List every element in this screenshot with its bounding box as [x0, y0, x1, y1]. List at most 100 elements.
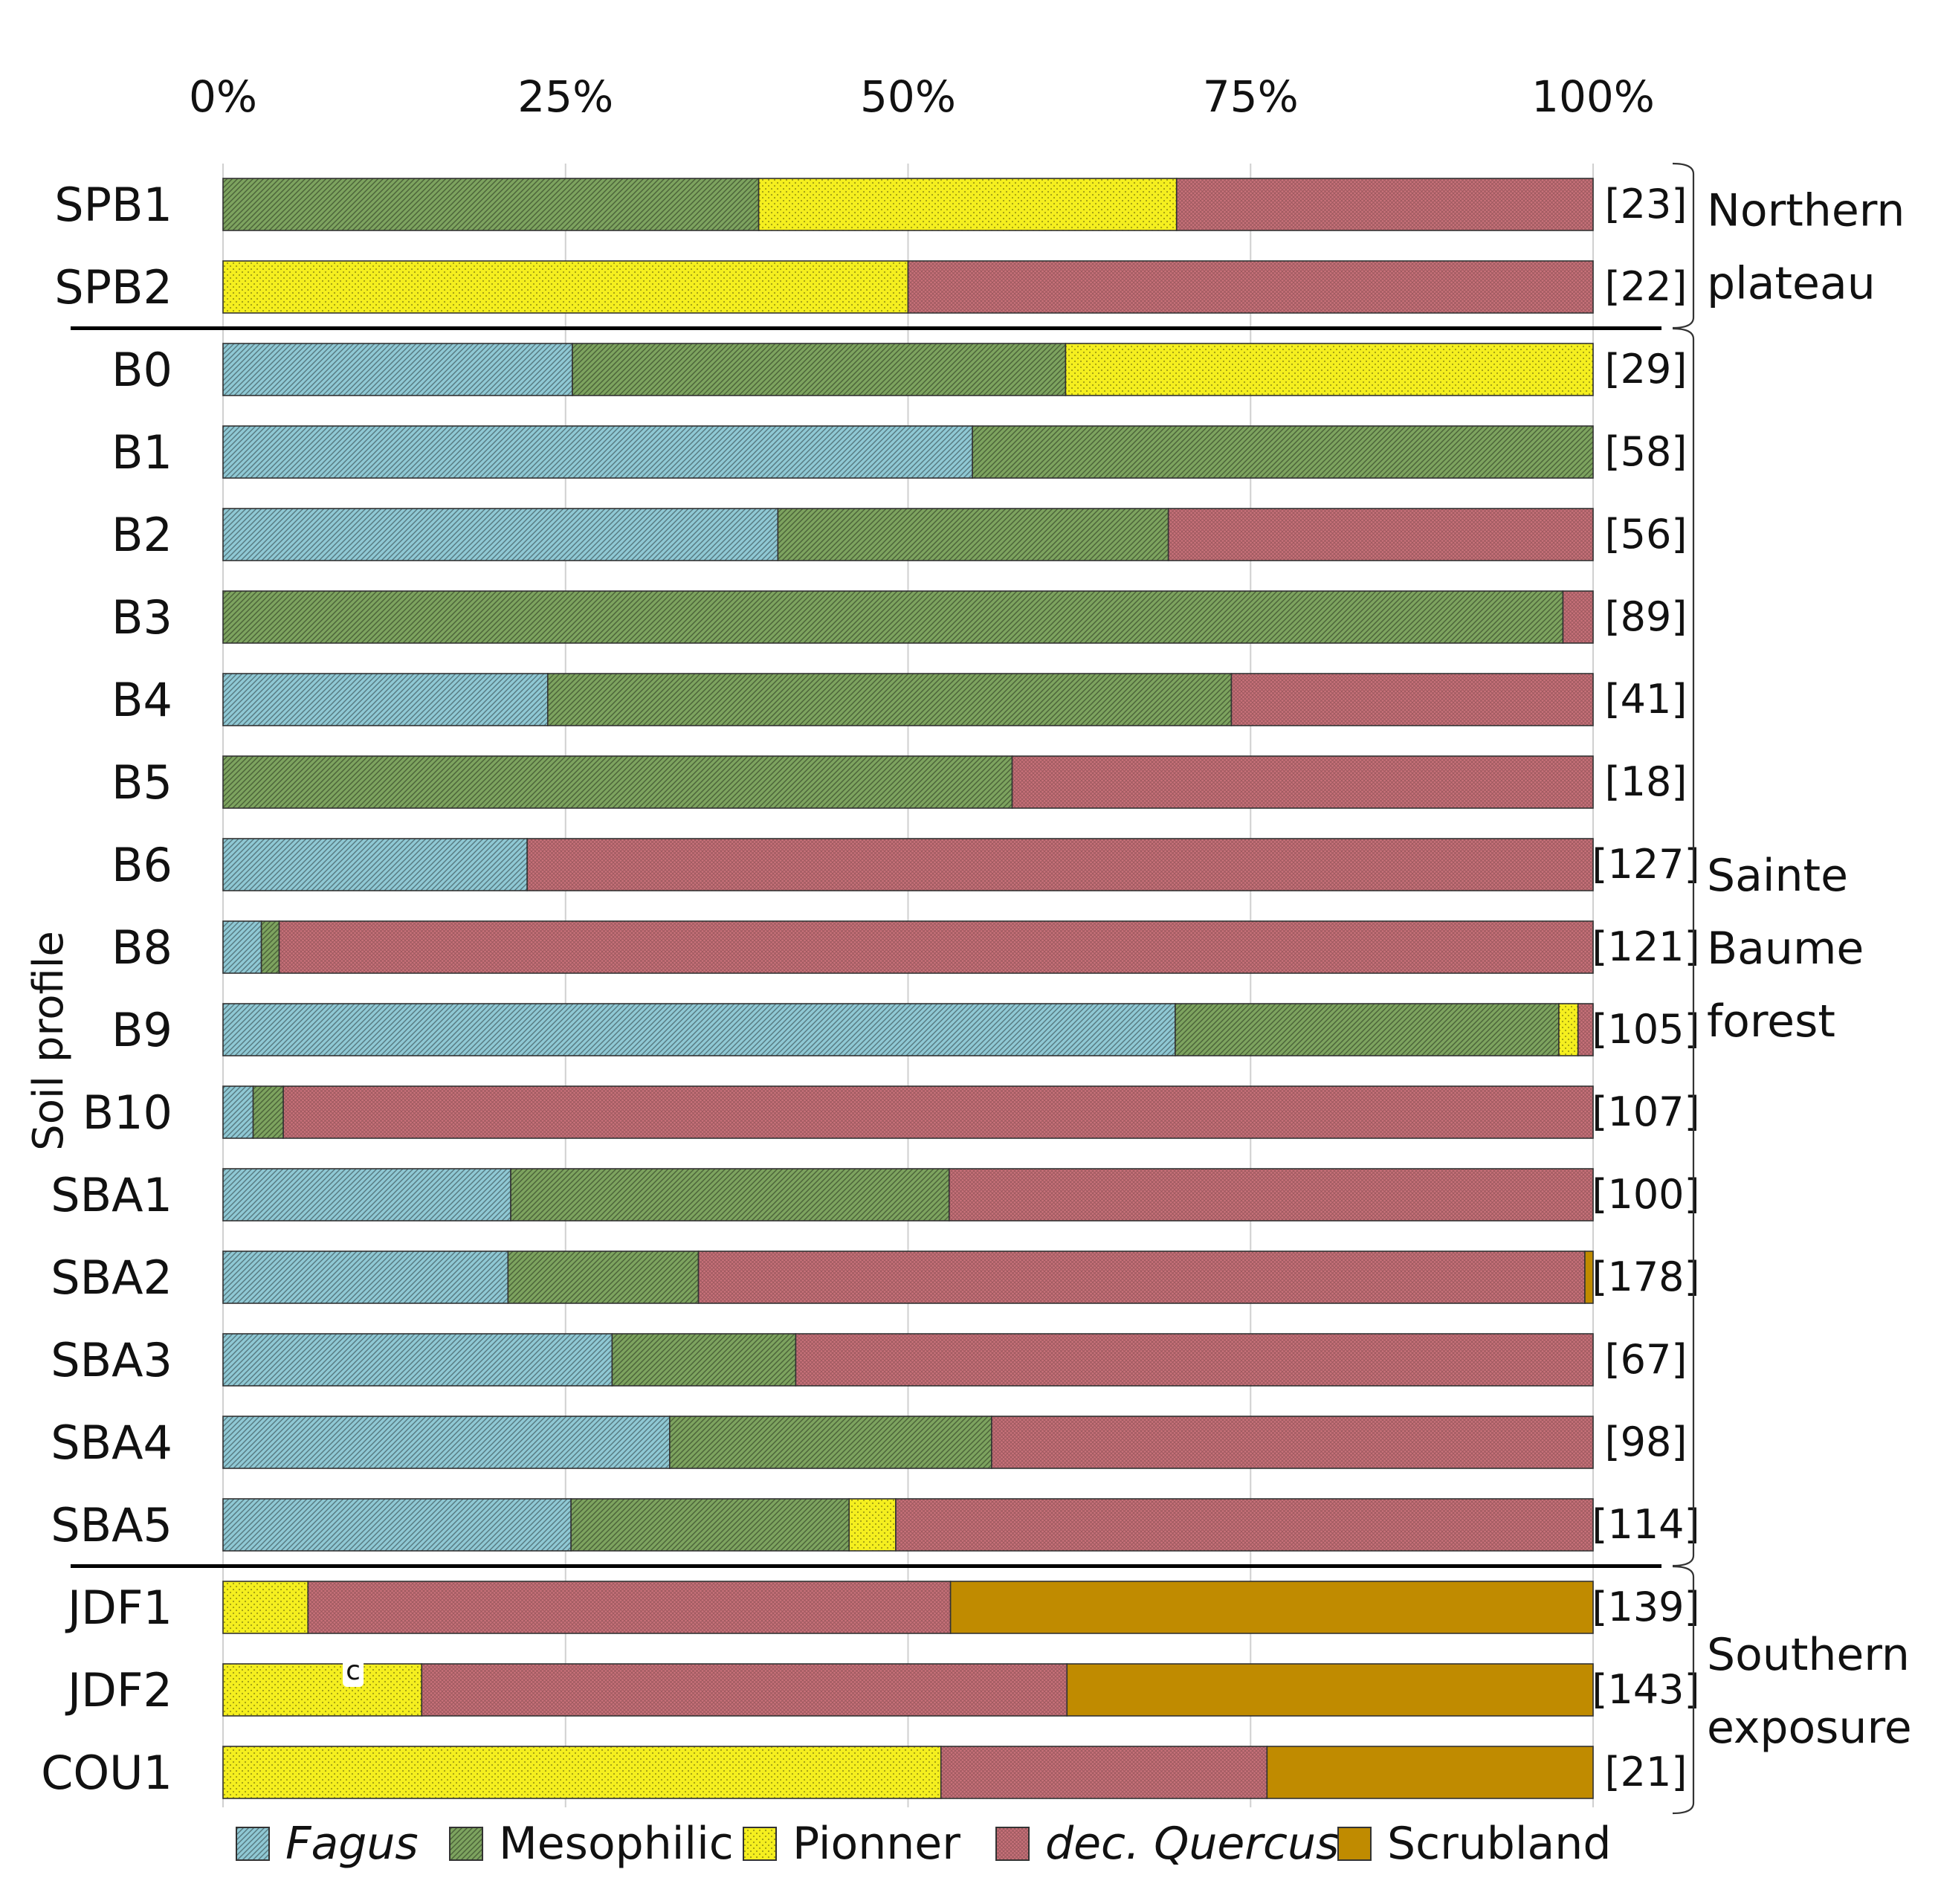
- category-label: B1: [112, 425, 172, 480]
- group-name: Sainte: [1707, 850, 1848, 902]
- count-label: [67]: [1605, 1336, 1688, 1383]
- bar-segment-b4-fagus: [222, 673, 549, 726]
- bar-segment-b5-dec-quercus: [1011, 755, 1594, 809]
- bar-segment-cou1-pionner: [222, 1746, 942, 1799]
- bar-segment-b3-dec-quercus: [1562, 590, 1594, 644]
- group-name: forest: [1707, 995, 1835, 1048]
- x-tick-label: 25%: [517, 71, 613, 122]
- bar-segment-sba3-dec-quercus: [795, 1333, 1594, 1387]
- bar-segment-b9-fagus: [222, 1003, 1176, 1056]
- bar-segment-b0-pionner: [1065, 343, 1594, 396]
- bar-segment-jdf2-pionner: [222, 1663, 423, 1717]
- bar-segment-sba1-fagus: [222, 1168, 511, 1222]
- bar-segment-b5-mesophilic: [222, 755, 1013, 809]
- bar-segment-b2-dec-quercus: [1167, 508, 1594, 561]
- bar-segment-sba5-pionner: [848, 1498, 897, 1552]
- bar-segment-spb1-mesophilic: [222, 178, 760, 231]
- y-axis-title: Soil profile: [25, 931, 73, 1151]
- legend-item-pionner: Pionner: [743, 1818, 960, 1870]
- bar-segment-b4-dec-quercus: [1230, 673, 1594, 726]
- bar-segment-sba3-fagus: [222, 1333, 613, 1387]
- group-bracket: [1672, 1565, 1695, 1815]
- bar-segment-sba1-mesophilic: [510, 1168, 950, 1222]
- bar-segment-b8-dec-quercus: [278, 920, 1594, 974]
- bar-segment-jdf2-scrubland: [1066, 1663, 1594, 1717]
- count-label: [178]: [1592, 1253, 1699, 1300]
- legend-item-dec-quercus: dec. Quercus: [995, 1818, 1339, 1870]
- bar-segment-b2-fagus: [222, 508, 779, 561]
- category-label: B5: [112, 755, 172, 810]
- legend-label: dec. Quercus: [1045, 1818, 1339, 1870]
- category-labels: SPB1 SPB2 B0 B1 B2 B3 B4 B5 B6 B8 B9 B10 SBA1 SBA2 SBA…: [41, 178, 172, 1800]
- x-tick-label: 50%: [860, 71, 956, 122]
- category-label: B6: [112, 838, 172, 892]
- bar-segment-sba2-dec-quercus: [697, 1250, 1586, 1304]
- category-label: B0: [112, 343, 172, 397]
- legend: Fagus Mesophilic Pionner dec. Quercus Scrubl…: [236, 1818, 1611, 1870]
- bar-segment-b9-mesophilic: [1175, 1003, 1560, 1056]
- bar-segment-jdf1-scrubland: [949, 1581, 1594, 1634]
- count-label: [105]: [1592, 1006, 1699, 1053]
- category-label: JDF2: [65, 1663, 172, 1717]
- annotation-label: c: [346, 1656, 361, 1686]
- bar-segment-b0-mesophilic: [572, 343, 1067, 396]
- count-label: [139]: [1592, 1584, 1699, 1630]
- category-label: SPB1: [54, 178, 172, 232]
- count-label: [22]: [1605, 263, 1688, 310]
- legend-label: Scrubland: [1387, 1818, 1611, 1870]
- category-label: JDF1: [65, 1581, 172, 1635]
- count-label: [107]: [1592, 1088, 1699, 1135]
- bar-segment-b10-dec-quercus: [282, 1085, 1594, 1139]
- bar-segment-sba2-scrubland: [1584, 1250, 1594, 1304]
- legend-label: Mesophilic: [499, 1818, 734, 1870]
- bar-segment-sba2-mesophilic: [507, 1250, 700, 1304]
- category-label: SPB2: [54, 260, 172, 314]
- bar-segment-sba5-fagus: [222, 1498, 572, 1552]
- bar-segment-spb1-dec-quercus: [1175, 178, 1594, 231]
- count-labels: [23] [22] [29] [58] [56] [89] [41] [18] [127] [12…: [1592, 181, 1699, 1795]
- category-label: B8: [112, 920, 172, 975]
- category-label: COU1: [41, 1746, 172, 1800]
- bar-segment-b9-dec-quercus: [1577, 1003, 1594, 1056]
- legend-label: Fagus: [285, 1818, 419, 1870]
- bar-segment-jdf2-dec-quercus: [421, 1663, 1068, 1717]
- bar-segment-b8-fagus: [222, 920, 262, 974]
- group-bracket: [1672, 327, 1695, 1567]
- count-label: [23]: [1605, 181, 1688, 227]
- category-label: SBA5: [51, 1498, 172, 1552]
- group-name: Baume: [1707, 923, 1864, 975]
- count-label: [114]: [1592, 1501, 1699, 1548]
- category-label: SBA3: [51, 1333, 172, 1387]
- count-label: [21]: [1605, 1749, 1688, 1795]
- count-label: [29]: [1605, 346, 1688, 393]
- bar-segment-b8-mesophilic: [260, 920, 280, 974]
- bar-segment-sba5-dec-quercus: [895, 1498, 1594, 1552]
- bar-segment-b10-mesophilic: [252, 1085, 284, 1139]
- bar-segment-b10-fagus: [222, 1085, 254, 1139]
- bar-segment-b2-mesophilic: [777, 508, 1169, 561]
- annotation-bg: [343, 1656, 364, 1687]
- category-label: B3: [112, 590, 172, 645]
- group-bracket: [1672, 162, 1695, 329]
- gridlines: [222, 164, 1594, 1807]
- count-label: [18]: [1605, 758, 1688, 805]
- count-label: [41]: [1605, 676, 1688, 723]
- group-name: Northern: [1707, 185, 1905, 237]
- category-label: B9: [112, 1003, 172, 1057]
- bar-segment-sba4-fagus: [222, 1416, 671, 1469]
- bar-segment-sba2-fagus: [222, 1250, 509, 1304]
- count-label: [56]: [1605, 511, 1688, 558]
- bar-segment-spb2-pionner: [222, 260, 909, 314]
- group-name: Southern: [1707, 1629, 1910, 1681]
- category-label: B4: [112, 673, 172, 727]
- bar-segment-spb2-dec-quercus: [907, 260, 1594, 314]
- bar-segment-spb1-pionner: [758, 178, 1178, 231]
- category-label: B2: [112, 508, 172, 562]
- bar-segment-sba1-dec-quercus: [948, 1168, 1594, 1222]
- legend-item-mesophilic: Mesophilic: [449, 1818, 734, 1870]
- count-label: [143]: [1592, 1666, 1699, 1713]
- legend-item-fagus: Fagus: [236, 1818, 419, 1870]
- count-label: [100]: [1592, 1171, 1699, 1218]
- x-tick-label: 0%: [189, 71, 257, 122]
